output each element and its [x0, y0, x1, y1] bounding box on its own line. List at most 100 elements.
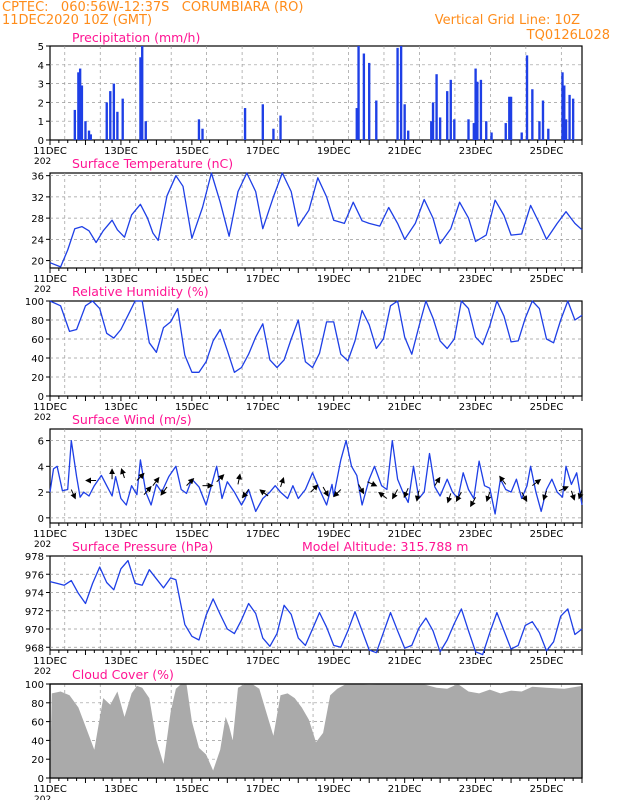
precip-bar — [525, 55, 529, 140]
temp-ytick-label: 32 — [31, 193, 44, 204]
temp-ytick-label: 36 — [31, 172, 44, 183]
wind-arrow — [152, 476, 160, 486]
wind-arrow — [470, 497, 477, 508]
wind-arrow — [367, 481, 378, 487]
precip-bar — [490, 132, 493, 140]
precip-bar — [355, 108, 358, 140]
temp-title: Surface Temperature (nC) — [72, 156, 233, 171]
temp-xtick-label: 13DEC — [104, 274, 138, 285]
precip-bar — [520, 132, 523, 140]
temp-xtick-label: 21DEC — [388, 274, 422, 285]
cloud-ytick-label: 100 — [25, 680, 44, 691]
precip-bar — [201, 128, 204, 140]
wind-arrow — [403, 488, 409, 499]
pressure-xtick-label: 17DEC — [246, 656, 280, 667]
wind-arrow — [143, 485, 152, 496]
wind-arrow — [532, 479, 542, 487]
header-station: CPTEC: 060:56W-12:37S CORUMBIARA (RO) — [2, 0, 303, 15]
wind-xtick-label: 13DEC — [104, 529, 138, 540]
cloud-xtick-label: 11DEC — [33, 784, 67, 795]
wind-arrow — [310, 484, 319, 493]
wind-arrow — [216, 474, 225, 483]
pressure-ytick-label: 974 — [25, 589, 44, 600]
cloud-xtick-label: 17DEC — [246, 784, 280, 795]
precip-bar — [479, 79, 483, 140]
precip-bar — [568, 94, 571, 140]
precip-bar — [407, 130, 410, 140]
wind-frame — [49, 428, 583, 524]
precip-xtick-label: 21DEC — [388, 146, 422, 157]
precip-bar — [509, 96, 513, 140]
pressure-xtick-label: 19DEC — [317, 656, 351, 667]
wind-arrow — [70, 489, 76, 500]
cloud-ytick-label: 20 — [31, 755, 44, 766]
wind-ytick-label: 0 — [38, 514, 44, 525]
rh-panel: 0 20 40 60 80 100 11DEC 13DEC 15DEC 17DEC 19DEC 21D… — [25, 284, 583, 423]
cloud-year-label: 202 — [34, 795, 51, 800]
precip-bar — [538, 121, 541, 140]
pressure-title-right: Model Altitude: 315.788 m — [302, 539, 468, 554]
pressure-xtick-label: 15DEC — [175, 656, 209, 667]
precip-bar — [112, 83, 116, 140]
wind-xtick-label: 19DEC — [317, 529, 351, 540]
rh-xtick-label: 17DEC — [246, 402, 280, 413]
temp-line — [49, 172, 583, 268]
precip-bar — [561, 72, 564, 140]
header-run-time: 11DEC2020 10Z (GMT) — [2, 13, 152, 28]
precip-bar — [261, 104, 264, 140]
precip-bar — [121, 98, 124, 140]
temp-year-label: 202 — [34, 285, 51, 295]
precip-bar — [430, 121, 433, 140]
precip-xtick-label: 19DEC — [317, 146, 351, 157]
temp-xtick-label: 25DEC — [530, 274, 564, 285]
rh-xtick-label: 19DEC — [317, 402, 351, 413]
temp-xtick-label: 19DEC — [317, 274, 351, 285]
wind-arrow — [378, 491, 388, 499]
wind-arrow — [242, 489, 250, 499]
precip-bar — [474, 68, 477, 140]
precip-bar — [105, 102, 108, 140]
precip-bar — [431, 102, 435, 140]
rh-ytick-label: 0 — [38, 392, 44, 403]
cloud-ytick-label: 0 — [38, 774, 44, 785]
cloud-xtick-label: 23DEC — [459, 784, 493, 795]
precip-bar — [504, 123, 507, 140]
precip-bar — [272, 128, 275, 140]
precip-bar — [243, 108, 247, 140]
precip-bar — [141, 46, 144, 140]
precip-bar — [80, 85, 84, 140]
precip-ytick-label: 3 — [38, 80, 44, 91]
rh-xtick-label: 11DEC — [33, 402, 67, 413]
wind-arrow — [186, 477, 195, 487]
wind-arrow — [521, 491, 528, 502]
wind-arrow — [358, 484, 365, 495]
precip-bar — [571, 98, 575, 140]
precip-bar — [531, 89, 534, 140]
cloud-ytick-label: 60 — [31, 718, 44, 729]
precip-bar — [84, 121, 87, 140]
precip-bar — [197, 119, 201, 140]
cloud-ytick-label: 80 — [31, 699, 44, 710]
wind-title: Surface Wind (m/s) — [72, 412, 192, 427]
temp-xtick-label: 23DEC — [459, 274, 493, 285]
precip-year-label: 202 — [34, 157, 51, 167]
cloud-xtick-label: 21DEC — [388, 784, 422, 795]
precip-bar — [547, 128, 550, 140]
cloud-title: Cloud Cover (%) — [72, 667, 174, 682]
wind-xtick-label: 25DEC — [530, 529, 564, 540]
precip-ytick-label: 1 — [38, 117, 44, 128]
wind-arrow — [160, 486, 168, 496]
pressure-panel: 968 970 972 974 976 978 11DEC 13DEC 15DEC 17DEC 19… — [25, 539, 583, 677]
wind-xtick-label: 21DEC — [388, 529, 422, 540]
precip-ytick-label: 4 — [38, 61, 44, 72]
wind-arrow — [446, 493, 453, 504]
precip-bar — [279, 115, 282, 140]
precip-bar — [357, 46, 360, 140]
temp-panel: 20 24 28 32 36 11DEC 13DEC 15DEC 17DEC 19DEC 21DEC… — [31, 156, 583, 295]
wind-year-label: 202 — [34, 540, 51, 550]
rh-xtick-label: 25DEC — [530, 402, 564, 413]
precip-panel: 0 1 2 3 4 5 11DEC 13DEC 15DEC 17DEC 19DEC 21DEC 23DE… — [33, 30, 583, 167]
pressure-ytick-label: 968 — [25, 643, 44, 654]
precip-bar — [139, 57, 142, 140]
precip-bar — [472, 123, 476, 140]
